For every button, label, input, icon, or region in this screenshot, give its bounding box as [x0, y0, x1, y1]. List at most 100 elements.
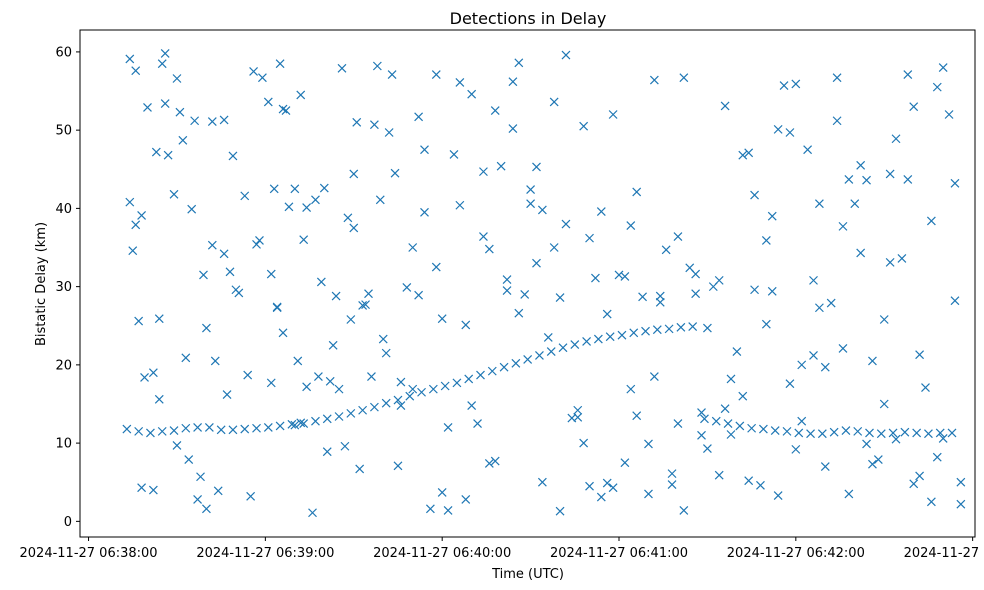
detection-point-clutter	[791, 79, 801, 89]
detection-point-clutter	[157, 59, 167, 69]
detection-point-clutter	[293, 356, 303, 366]
detection-point-clutter	[555, 506, 565, 516]
detection-point-clutter	[349, 169, 359, 179]
detection-point-clutter	[334, 384, 344, 394]
detection-point-clutter	[868, 356, 877, 366]
detection-point-clutter	[266, 269, 276, 279]
detection-point-clutter	[573, 405, 583, 415]
detection-point-clutter	[364, 289, 373, 299]
detection-point-clutter	[322, 447, 332, 457]
detection-point-track	[169, 426, 179, 436]
detection-point-clutter	[160, 99, 170, 108]
detection-point-clutter	[944, 110, 954, 119]
detection-point-track	[369, 402, 379, 412]
detection-point-clutter	[644, 489, 653, 499]
detection-point-clutter	[328, 340, 338, 350]
detection-point-clutter	[369, 120, 379, 130]
detection-point-track	[122, 424, 132, 434]
detection-point-track	[700, 414, 709, 424]
detection-point-clutter	[278, 328, 288, 338]
detection-point-clutter	[803, 145, 813, 155]
detection-point-clutter	[154, 394, 164, 404]
detection-point-clutter	[396, 377, 406, 387]
detection-point-clutter	[673, 232, 683, 241]
detection-point-clutter	[414, 112, 424, 122]
detection-point-clutter	[160, 49, 170, 58]
detection-point-clutter	[396, 401, 406, 410]
detection-point-clutter	[308, 508, 317, 518]
detection-point-clutter	[219, 249, 229, 259]
detection-point-clutter	[844, 175, 854, 184]
detection-point-clutter	[702, 444, 712, 454]
detection-point-clutter	[932, 82, 942, 92]
detection-point-clutter	[856, 248, 866, 258]
detection-point-track	[735, 421, 745, 431]
detection-point-clutter	[868, 459, 877, 469]
detection-point-clutter	[608, 483, 618, 493]
detection-point-clutter	[272, 303, 282, 313]
detection-point-track	[806, 429, 815, 439]
x-axis-ticks: 2024-11-27 06:38:00 2024-11-27 06:39:00 20…	[20, 537, 984, 561]
detection-point-clutter	[496, 161, 506, 171]
detection-point-clutter	[644, 439, 653, 449]
detection-point-clutter	[838, 344, 848, 353]
detection-point-track	[334, 412, 344, 421]
detection-point-clutter	[131, 66, 141, 76]
detection-point-clutter	[720, 404, 730, 414]
detection-point-clutter	[714, 470, 724, 480]
detection-point-clutter	[549, 243, 559, 252]
detection-point-clutter	[172, 441, 182, 450]
detection-point-clutter	[891, 134, 901, 144]
y-tick-label: 50	[55, 124, 72, 139]
y-tick-label: 40	[55, 202, 72, 217]
plot-background	[80, 30, 975, 537]
detection-point-clutter	[655, 297, 665, 307]
detection-point-clutter	[679, 505, 689, 515]
detection-point-clutter	[903, 175, 913, 184]
detection-point-clutter	[355, 464, 365, 474]
detection-point-clutter	[199, 270, 208, 280]
detection-point-clutter	[520, 290, 530, 299]
y-tick-label: 30	[55, 280, 72, 295]
y-axis-ticks: 0 10 20 30 40 50 60	[55, 45, 80, 530]
detection-point-clutter	[814, 199, 824, 209]
detection-point-clutter	[526, 185, 536, 195]
detection-point-clutter	[809, 351, 818, 360]
data-points	[122, 49, 966, 518]
detection-point-clutter	[620, 272, 630, 281]
detection-point-clutter	[932, 452, 942, 462]
x-tick-label: 2024-11-27 06:40:00	[373, 546, 511, 561]
detection-point-track	[428, 384, 438, 394]
detection-point-clutter	[909, 479, 919, 489]
detection-point-clutter	[249, 67, 259, 76]
detection-point-clutter	[455, 77, 465, 87]
detection-point-clutter	[375, 195, 385, 205]
detection-point-clutter	[296, 418, 306, 428]
detection-point-clutter	[532, 258, 541, 268]
detection-point-clutter	[290, 420, 300, 430]
detection-point-clutter	[885, 257, 895, 267]
y-tick-label: 20	[55, 358, 72, 373]
detection-point-clutter	[275, 59, 285, 69]
detection-point-track	[146, 428, 155, 438]
detection-point-clutter	[148, 368, 158, 378]
detection-point-clutter	[820, 362, 830, 372]
detection-point-track	[652, 325, 662, 335]
detection-point-clutter	[926, 497, 936, 507]
detection-point-track	[252, 423, 261, 433]
detection-point-clutter	[620, 458, 630, 468]
detection-point-clutter	[222, 390, 232, 400]
detection-point-clutter	[479, 167, 488, 177]
detection-point-clutter	[832, 73, 842, 83]
detection-point-clutter	[591, 273, 600, 283]
detection-point-clutter	[532, 162, 541, 172]
detection-point-track	[381, 398, 391, 408]
detection-point-track	[782, 426, 792, 436]
detection-point-clutter	[443, 505, 453, 515]
detection-point-clutter	[956, 477, 966, 487]
detection-point-clutter	[679, 73, 689, 83]
detection-point-clutter	[738, 391, 748, 401]
detection-point-clutter	[455, 200, 465, 210]
detection-point-clutter	[225, 267, 235, 277]
detection-point-clutter	[579, 121, 589, 131]
